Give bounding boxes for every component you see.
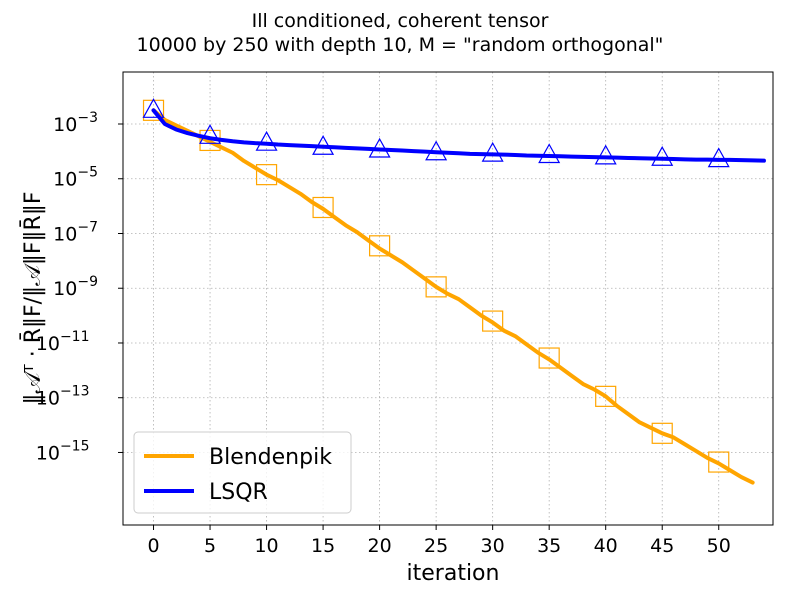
marker-lsqr — [199, 124, 222, 144]
marker-lsqr — [594, 144, 617, 165]
marker-blendenpik — [482, 310, 504, 332]
marker-blendenpik — [708, 451, 730, 473]
marker-blendenpik — [538, 347, 560, 369]
marker-lsqr — [707, 147, 730, 168]
marker-lsqr — [538, 143, 561, 164]
x-tick-label: 50 — [707, 535, 731, 557]
chart-subtitle: 10000 by 250 with depth 10, M = "random … — [137, 34, 664, 56]
marker-lsqr — [368, 137, 391, 158]
marker-lsqr — [142, 98, 165, 118]
x-tick-label: 30 — [481, 535, 505, 557]
x-tick-label: 10 — [254, 535, 278, 557]
legend-label-blendenpik: Blendenpik — [209, 445, 332, 470]
marker-blendenpik — [651, 422, 673, 444]
marker-blendenpik — [595, 385, 617, 407]
x-tick-label: 5 — [204, 535, 216, 557]
plot-frame — [122, 71, 774, 526]
x-tick-label: 0 — [147, 535, 159, 557]
x-tick-label: 40 — [594, 535, 618, 557]
y-tick-label: 10−5 — [53, 165, 98, 191]
marker-blendenpik — [369, 235, 391, 257]
marker-lsqr — [312, 135, 335, 155]
marker-lsqr — [255, 130, 278, 151]
x-tick-label: 25 — [424, 535, 448, 557]
x-tick-label: 20 — [368, 535, 392, 557]
x-axis-ticks: 0 5 10 15 20 25 30 35 40 45 50 — [147, 525, 731, 557]
y-axis-label: ‖𝒜ᵀ · R̄‖F/‖𝒜‖F‖R̄‖F — [20, 191, 46, 404]
x-axis-label: iteration — [407, 561, 500, 586]
x-tick-label: 15 — [311, 535, 335, 557]
legend-label-lsqr: LSQR — [209, 480, 268, 505]
marker-lsqr — [425, 140, 448, 161]
marker-blendenpik — [255, 164, 278, 186]
x-tick-label: 35 — [537, 535, 561, 557]
marker-lsqr — [481, 141, 504, 162]
series-group — [142, 98, 766, 485]
x-tick-label: 45 — [650, 535, 674, 557]
marker-blendenpik — [312, 196, 334, 219]
marker-blendenpik — [425, 276, 447, 298]
marker-lsqr — [651, 145, 674, 166]
series-line-lsqr — [151, 108, 766, 163]
chart-title: Ill conditioned, coherent tensor — [252, 10, 549, 32]
legend: Blendenpik LSQR — [133, 431, 352, 514]
y-tick-label: 10−15 — [36, 438, 90, 464]
